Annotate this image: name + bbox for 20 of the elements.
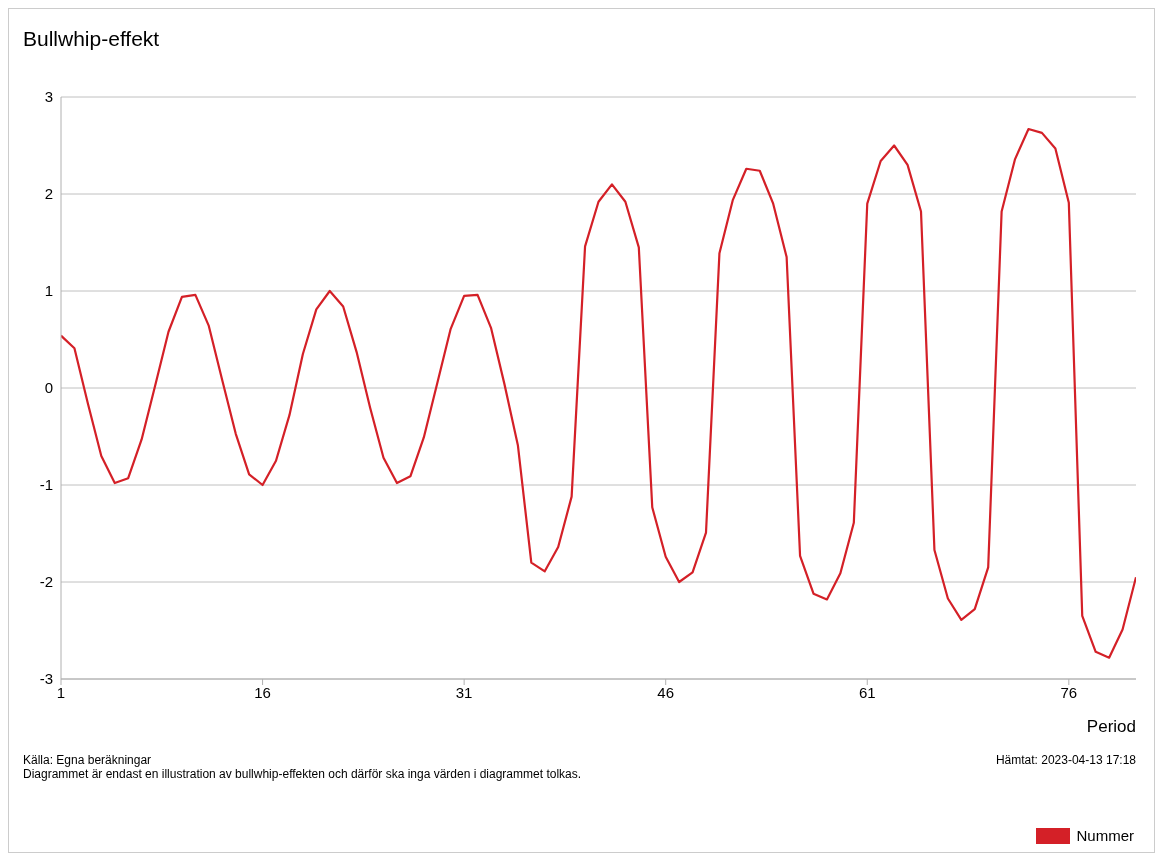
- y-tick-label: -2: [39, 573, 53, 591]
- y-tick-label: 2: [44, 185, 53, 203]
- y-tick-label: 1: [44, 282, 53, 300]
- x-tick-label: 31: [455, 683, 473, 701]
- x-tick-label: 1: [56, 683, 66, 701]
- y-tick-label: -3: [39, 670, 53, 688]
- x-tick-label: 61: [858, 683, 876, 701]
- legend-label: Nummer: [1076, 827, 1134, 844]
- x-axis-title: Period: [1086, 717, 1136, 737]
- x-tick-label: 46: [657, 683, 675, 701]
- y-tick-label: 0: [44, 379, 53, 397]
- line-series: [61, 127, 1136, 659]
- x-tick-label: 76: [1060, 683, 1078, 701]
- chart-title: Bullwhip-effekt: [23, 27, 160, 51]
- text: Diagrammet är endast en illustration av bullwhip-effekten och därför ska inga värden i diagrammet tolkas.: [23, 767, 582, 781]
- text: Källa: Egna beräkningar: [23, 753, 153, 767]
- y-tick-label: 3: [44, 88, 53, 106]
- x-tick-label: 16: [254, 683, 271, 701]
- text: Hämtat: 2023-04-13 17:18: [995, 753, 1136, 767]
- y-tick-label: -1: [39, 476, 53, 494]
